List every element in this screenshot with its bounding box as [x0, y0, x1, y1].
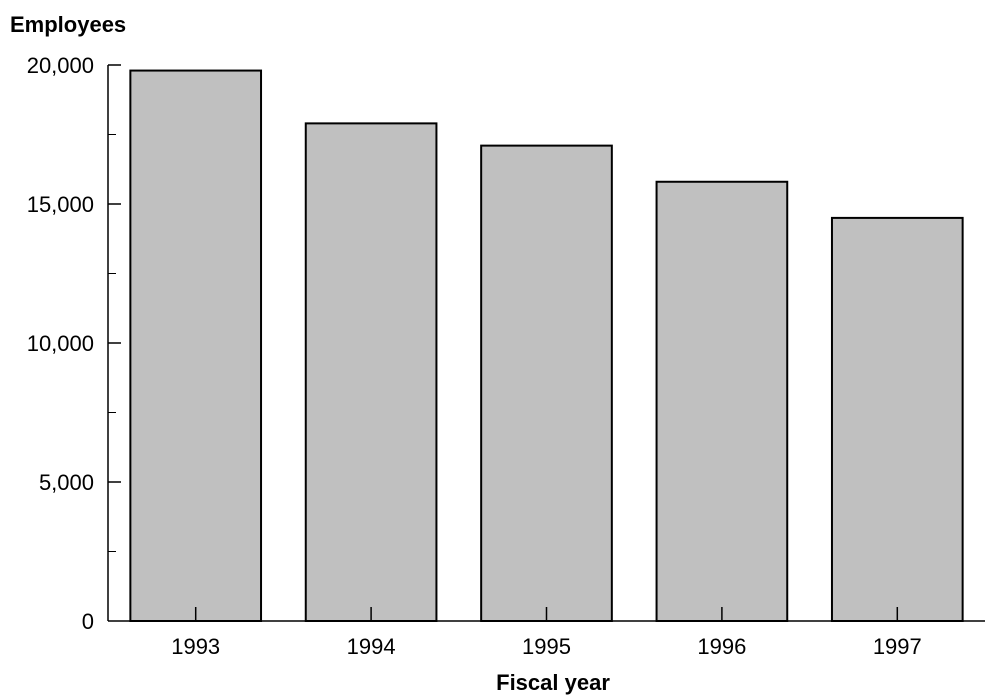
y-tick-label: 5,000 [39, 470, 94, 495]
x-tick-label: 1997 [873, 634, 922, 659]
y-tick-label: 20,000 [27, 53, 94, 78]
x-tick-label: 1993 [171, 634, 220, 659]
bar-1995 [480, 144, 613, 622]
y-tick-label: 10,000 [27, 331, 94, 356]
x-axis: 1993 1994 1995 1996 1997 [108, 607, 985, 659]
y-tick-label: 0 [82, 609, 94, 634]
bar-1994 [304, 122, 438, 622]
bar-1996 [655, 180, 789, 622]
bar-1997 [830, 216, 964, 622]
x-tick-label: 1995 [522, 634, 571, 659]
x-tick-label: 1996 [697, 634, 746, 659]
x-tick-label: 1994 [347, 634, 396, 659]
bar-1993 [129, 69, 263, 622]
y-axis: 0 5,000 10,000 15,000 20,000 [27, 53, 121, 634]
bars-group [129, 69, 964, 622]
y-tick-label: 15,000 [27, 192, 94, 217]
y-axis-title: Employees [10, 12, 126, 37]
x-axis-title: Fiscal year [496, 670, 610, 695]
